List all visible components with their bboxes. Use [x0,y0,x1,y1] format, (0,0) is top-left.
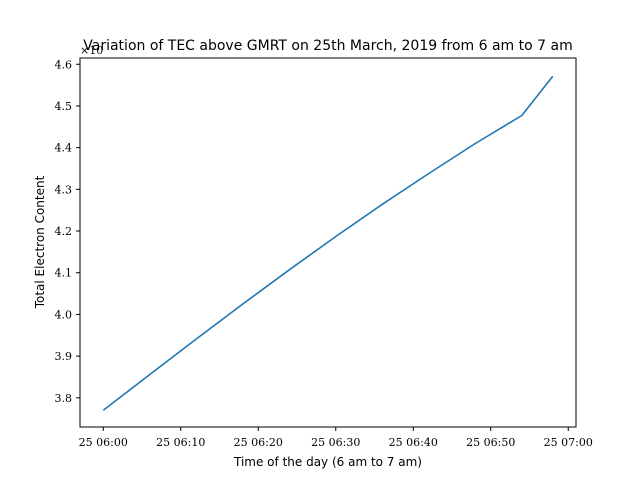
y-tick-label: 4.2 [55,225,73,238]
plot-frame [79,57,577,428]
y-tick-label: 4.3 [55,183,73,196]
chart-title: Variation of TEC above GMRT on 25th Marc… [83,38,572,54]
x-axis: 25 06:00 25 06:10 25 06:20 25 06:30 25 06:40… [79,427,593,449]
y-tick-label: 4.1 [55,267,73,280]
y-tick-label: 3.8 [55,392,73,405]
x-tick-label: 25 07:00 [544,436,593,449]
x-tick-label: 25 06:40 [389,436,438,449]
y-tick-label: 3.9 [55,350,73,363]
y-axis-label: Total Electron Content [33,175,47,309]
y-axis: 3.8 3.9 4.0 4.1 4.2 4.3 4.4 4.5 4.6 [55,58,80,405]
y-tick-label: 4.0 [55,308,73,321]
x-tick-label: 25 06:10 [156,436,205,449]
y-tick-label: 4.4 [55,142,73,155]
x-tick-label: 25 06:50 [466,436,515,449]
series-line [102,75,554,411]
y-offset-label: ×10 [80,44,103,57]
x-tick-label: 25 06:30 [311,436,360,449]
plot-area [102,75,554,411]
x-tick-label: 25 06:00 [79,436,128,449]
x-axis-label: Time of the day (6 am to 7 am) [233,455,422,469]
y-tick-label: 4.6 [55,58,73,71]
y-tick-label: 4.5 [55,100,73,113]
x-tick-label: 25 06:20 [234,436,283,449]
